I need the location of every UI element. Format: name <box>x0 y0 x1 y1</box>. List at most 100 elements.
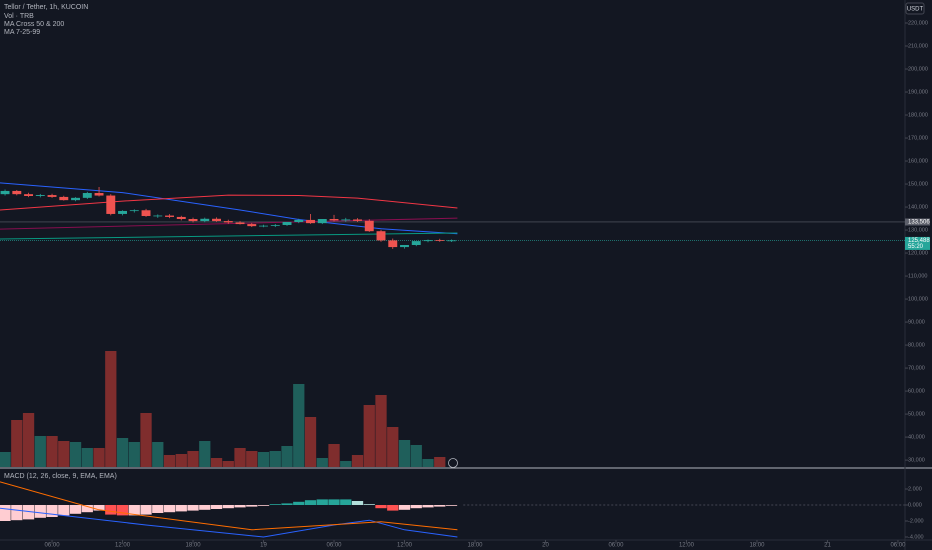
candle-body <box>12 190 22 195</box>
currency-label: USDT <box>907 7 924 13</box>
macd-histogram-bar <box>163 505 176 513</box>
candle-body <box>47 195 57 197</box>
volume-bar <box>398 440 411 467</box>
macd-histogram-bar <box>105 505 117 515</box>
candle-body <box>306 219 315 224</box>
candle-body <box>24 194 34 197</box>
macd-histogram-bar <box>210 505 223 509</box>
volume-bar <box>351 455 364 467</box>
candle-body <box>153 215 163 217</box>
volume-bar <box>316 458 328 467</box>
price-tick-label: 130,000 <box>908 228 928 234</box>
ma-line <box>0 217 458 230</box>
price-tick-label: 120,000 <box>908 251 928 257</box>
macd-histogram-bar <box>11 505 23 521</box>
macd-histogram-bar <box>187 505 199 511</box>
macd-histogram-bar <box>140 505 152 515</box>
candle-body <box>141 210 151 217</box>
volume-bar <box>269 451 281 467</box>
candle-body <box>106 195 116 214</box>
volume-bar <box>0 452 11 467</box>
macd-histogram-bar <box>281 503 293 505</box>
candle-body <box>223 221 233 223</box>
macd-title[interactable]: MACD (12, 26, close, 9, EMA, EMA) <box>4 473 117 480</box>
price-tick-label: 220,000 <box>908 20 928 26</box>
price-tick-label: 170,000 <box>908 135 928 141</box>
volume-bar <box>163 455 176 467</box>
macd-tick-label: 0.000 <box>908 502 922 508</box>
price-tick-label: 200,000 <box>908 66 928 72</box>
macd-tick-label: -2.000 <box>908 518 924 524</box>
macd-histogram-bar <box>340 499 352 505</box>
macd-histogram-bar <box>0 505 11 521</box>
macd-histogram-bar <box>328 499 340 505</box>
volume-bar <box>422 459 434 467</box>
symbol-title[interactable]: Tellor / Tether, 1h, KUCOIN <box>4 4 88 11</box>
indicator-label[interactable]: MA 7-25-99 <box>4 29 40 36</box>
candle-body <box>0 190 10 195</box>
macd-histogram-bar <box>387 505 399 511</box>
candle-body <box>447 240 456 242</box>
time-tick-label: 12:00 <box>115 543 131 549</box>
volume-bar <box>11 420 23 467</box>
price-tick-label: 150,000 <box>908 181 928 187</box>
volume-bar <box>116 438 129 467</box>
candle-body <box>353 219 362 221</box>
macd-histogram-bar <box>304 500 317 505</box>
macd-histogram-bar <box>234 505 246 508</box>
volume-bar <box>69 442 82 467</box>
price-tick-label: 40,000 <box>908 435 925 441</box>
price-tick-label: 110,000 <box>908 274 927 280</box>
price-label-box <box>905 236 930 250</box>
macd-histogram-bar <box>257 505 270 506</box>
price-label-box <box>905 218 930 226</box>
macd-histogram-bar <box>175 505 187 512</box>
price-label: 133,506 <box>908 220 930 226</box>
price-tick-label: 100,000 <box>908 297 928 303</box>
macd-histogram-bar <box>34 505 46 518</box>
volume-bar <box>93 448 105 467</box>
indicator-label[interactable]: MA Cross 50 & 200 <box>4 21 64 28</box>
macd-histogram-bar <box>398 505 411 510</box>
signal-line <box>0 481 458 531</box>
price-tick-label: 90,000 <box>908 320 925 326</box>
candle-body <box>188 219 198 222</box>
macd-histogram-bar <box>351 501 364 505</box>
volume-bar <box>175 454 187 467</box>
volume-bar <box>58 441 70 467</box>
macd-tick-label: -4.000 <box>908 534 924 540</box>
volume-bar <box>187 451 199 467</box>
time-tick-label: 06:00 <box>45 543 61 549</box>
candle-body <box>282 221 292 225</box>
volume-bar <box>328 444 340 467</box>
macd-histogram-bar <box>363 504 375 505</box>
candle-body <box>329 219 339 221</box>
volume-bar <box>210 458 223 467</box>
time-tick-label: 18:00 <box>186 543 202 549</box>
ma-line <box>0 182 458 235</box>
candle-body <box>35 195 45 197</box>
time-tick-label: 20 <box>542 543 549 549</box>
macd-histogram-bar <box>422 505 434 508</box>
macd-histogram-bar <box>69 505 82 514</box>
macd-histogram-bar <box>316 499 328 505</box>
time-tick-label: 06:00 <box>608 543 624 549</box>
candle-body <box>259 225 268 227</box>
macd-histogram-bar <box>58 505 70 516</box>
volume-bar <box>434 457 446 467</box>
macd-histogram-bar <box>128 505 140 516</box>
volume-bar <box>293 384 305 467</box>
candle-body <box>94 193 104 196</box>
price-tick-label: 60,000 <box>908 389 925 395</box>
time-tick-label: 18:00 <box>467 543 483 549</box>
volume-bar <box>257 452 270 467</box>
volume-bar <box>46 436 58 467</box>
currency-button[interactable] <box>905 2 925 15</box>
price-tick-label: 70,000 <box>908 366 925 372</box>
event-icon[interactable] <box>448 458 458 468</box>
candle-body <box>59 196 69 201</box>
time-tick-label: 12:00 <box>679 543 695 549</box>
indicator-label[interactable]: Vol · TRB <box>4 13 34 20</box>
candle-body <box>294 219 304 222</box>
